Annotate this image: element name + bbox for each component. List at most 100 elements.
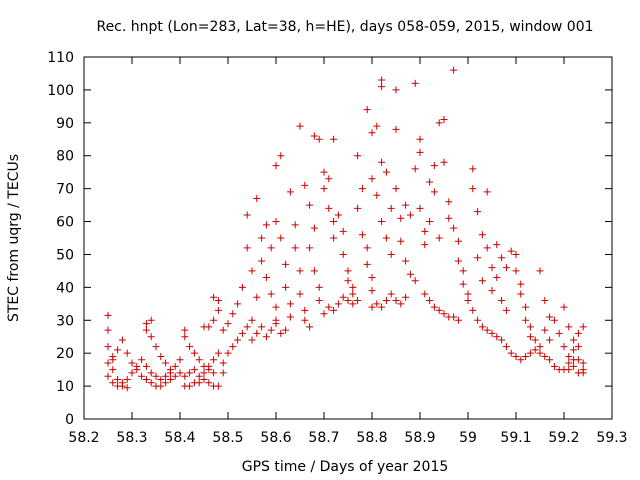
data-point: [483, 326, 491, 334]
y-tick-label: 80: [56, 149, 74, 165]
data-point: [301, 181, 309, 189]
data-point: [166, 376, 174, 384]
data-point: [430, 188, 438, 196]
data-point: [339, 227, 347, 235]
data-point: [416, 135, 424, 143]
x-tick-label: 58.6: [260, 430, 291, 446]
data-point: [224, 320, 232, 328]
data-point: [363, 260, 371, 268]
x-axis: 58.2 58.3 58.4 58.5 58.6 58.7 58.8 58.9 59 59.1 59…: [68, 57, 628, 446]
data-point: [219, 369, 227, 377]
data-point: [526, 349, 534, 357]
data-point: [378, 158, 386, 166]
data-point: [320, 310, 328, 318]
data-point: [176, 369, 184, 377]
data-point: [411, 277, 419, 285]
data-point: [325, 175, 333, 183]
data-point: [267, 326, 275, 334]
data-point: [109, 379, 117, 387]
data-point: [536, 267, 544, 275]
data-point: [224, 349, 232, 357]
data-point: [440, 310, 448, 318]
data-point: [406, 270, 414, 278]
y-axis: 0 10 20 30 40 50 60 70 80 90 100 110: [47, 50, 612, 428]
data-point: [531, 346, 539, 354]
data-point: [133, 362, 141, 370]
data-point: [483, 188, 491, 196]
y-tick-label: 90: [56, 116, 74, 132]
data-point: [565, 359, 573, 367]
data-point: [296, 290, 304, 298]
data-point: [454, 316, 462, 324]
data-point: [373, 191, 381, 199]
data-point: [214, 349, 222, 357]
data-point: [354, 204, 362, 212]
data-point: [550, 362, 558, 370]
data-point: [478, 323, 486, 331]
plot-frame: [83, 56, 613, 420]
data-point: [517, 356, 525, 364]
data-point: [363, 106, 371, 114]
data-point: [325, 303, 333, 311]
data-point: [282, 260, 290, 268]
data-point: [368, 303, 376, 311]
x-tick-label: 59.1: [500, 430, 531, 446]
x-tick-label: 58.8: [356, 430, 387, 446]
data-point: [469, 185, 477, 193]
data-point: [502, 306, 510, 314]
data-point: [186, 343, 194, 351]
data-point: [114, 382, 122, 390]
data-point: [397, 237, 405, 245]
y-tick-label: 100: [47, 83, 74, 99]
data-point: [435, 119, 443, 127]
data-point: [166, 369, 174, 377]
data-point: [373, 300, 381, 308]
data-point: [426, 178, 434, 186]
data-point: [310, 132, 318, 140]
data-point: [181, 372, 189, 380]
data-point: [210, 316, 218, 324]
data-point: [306, 201, 314, 209]
data-point: [402, 201, 410, 209]
data-point: [368, 175, 376, 183]
data-point: [546, 356, 554, 364]
data-point: [526, 333, 534, 341]
data-point: [469, 165, 477, 173]
data-point: [560, 303, 568, 311]
data-point: [354, 152, 362, 160]
data-point: [330, 135, 338, 143]
x-tick-label: 58.7: [308, 430, 339, 446]
data-point: [243, 244, 251, 252]
y-tick-label: 40: [56, 280, 74, 296]
data-point: [512, 250, 520, 258]
data-point: [445, 214, 453, 222]
data-point: [474, 254, 482, 262]
data-point: [421, 227, 429, 235]
data-point: [488, 264, 496, 272]
data-point: [454, 237, 462, 245]
data-point: [339, 293, 347, 301]
data-point: [526, 323, 534, 331]
data-point: [104, 311, 112, 319]
data-point: [363, 244, 371, 252]
data-point: [315, 297, 323, 305]
data-point: [272, 218, 280, 226]
data-point: [243, 323, 251, 331]
data-point: [488, 329, 496, 337]
data-point: [378, 76, 386, 84]
data-point: [459, 280, 467, 288]
data-point: [253, 293, 261, 301]
data-point: [430, 303, 438, 311]
data-point: [373, 122, 381, 130]
data-point: [310, 267, 318, 275]
data-point: [310, 224, 318, 232]
data-point: [128, 359, 136, 367]
x-tick-label: 59.2: [548, 430, 579, 446]
data-point: [459, 267, 467, 275]
y-tick-label: 0: [65, 412, 74, 428]
data-point: [435, 306, 443, 314]
data-point: [440, 116, 448, 124]
data-point: [253, 195, 261, 203]
data-point: [382, 297, 390, 305]
y-tick-label: 60: [56, 215, 74, 231]
